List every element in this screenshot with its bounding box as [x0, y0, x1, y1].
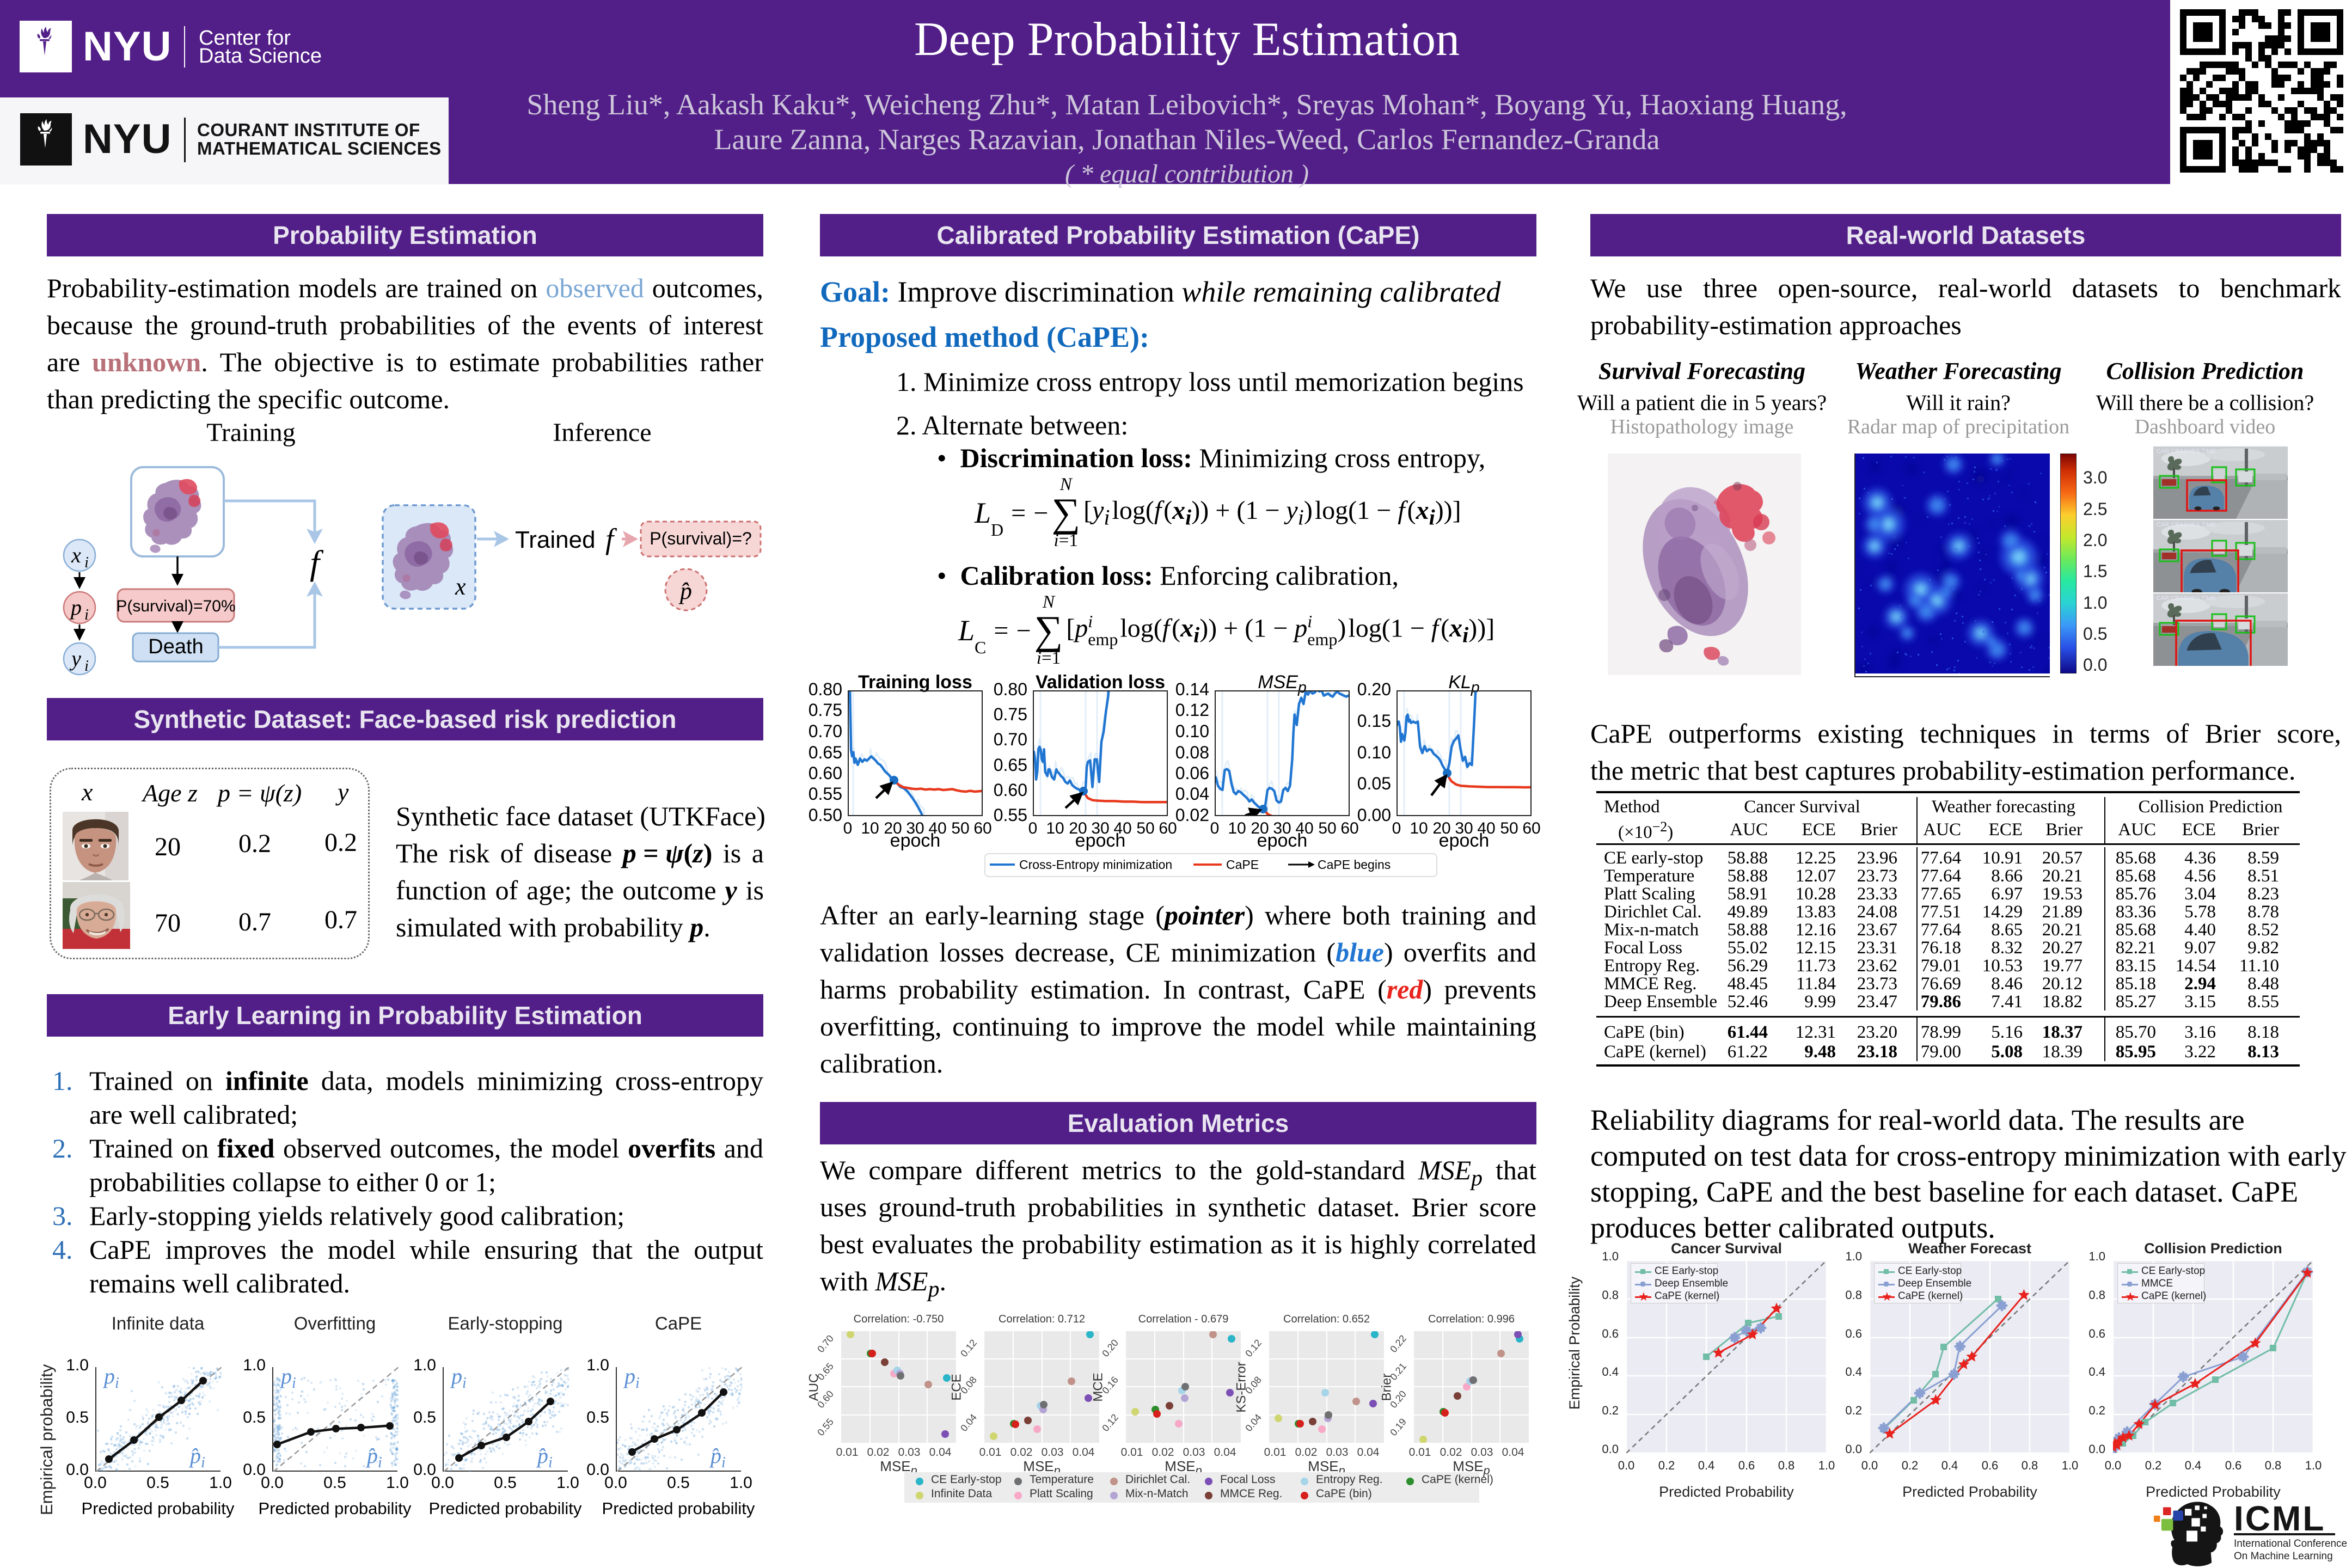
svg-text:p̂: p̂ — [678, 578, 692, 604]
svg-text:P(survival)=70%: P(survival)=70% — [116, 597, 235, 615]
svg-text:x: x — [455, 573, 466, 600]
svg-text:CAR CRASHES TIME: CAR CRASHES TIME — [2157, 448, 2216, 455]
svg-text:p̂i: p̂i — [365, 1443, 382, 1471]
svg-text:CAR CRASHES TIME: CAR CRASHES TIME — [2157, 595, 2216, 602]
svg-text:CAR CRASHES TIME: CAR CRASHES TIME — [2157, 522, 2216, 528]
svg-text:i: i — [84, 607, 89, 623]
svg-text:i: i — [84, 658, 89, 675]
svg-text:i: i — [84, 554, 89, 571]
svg-text:pi: pi — [102, 1367, 119, 1392]
svg-text:P(survival)=?: P(survival)=? — [650, 529, 752, 548]
svg-text:Inference: Inference — [553, 419, 651, 447]
svg-text:Training: Training — [206, 419, 296, 447]
svg-text:p: p — [69, 595, 82, 620]
svg-text:p̂i: p̂i — [709, 1443, 726, 1471]
svg-text:Trained: Trained — [515, 526, 596, 553]
svg-text:f: f — [310, 543, 324, 582]
svg-text:p̂i: p̂i — [188, 1443, 205, 1471]
svg-text:x: x — [71, 543, 81, 567]
svg-text:p̂i: p̂i — [536, 1443, 553, 1471]
svg-text:pi: pi — [623, 1367, 640, 1392]
svg-text:y: y — [69, 646, 81, 671]
svg-text:f: f — [605, 523, 617, 555]
svg-text:pi: pi — [450, 1367, 467, 1392]
svg-text:pi: pi — [279, 1367, 296, 1392]
svg-text:Death: Death — [148, 635, 203, 658]
